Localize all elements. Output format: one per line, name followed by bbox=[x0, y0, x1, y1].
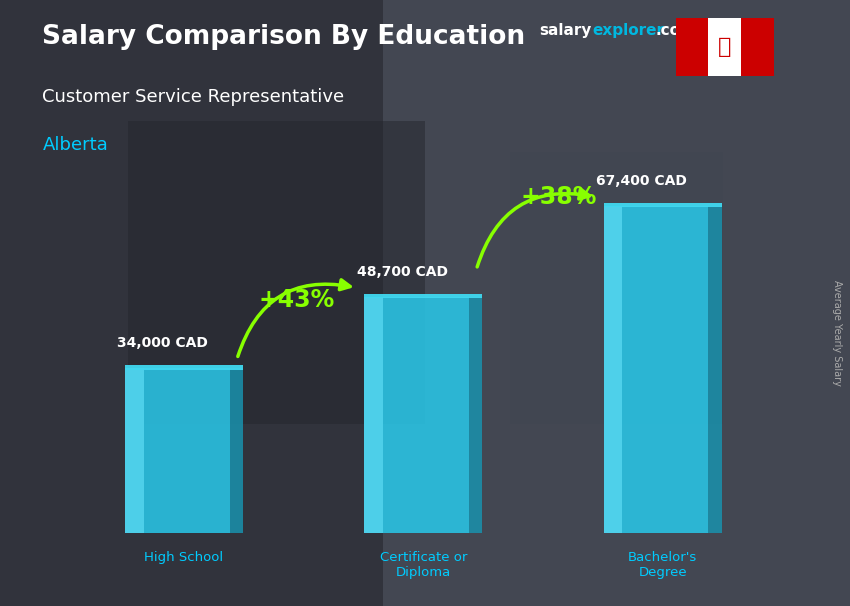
Text: +38%: +38% bbox=[520, 185, 597, 209]
Bar bbox=[125, 368, 144, 533]
Text: explorer: explorer bbox=[592, 23, 665, 38]
Bar bbox=[708, 206, 722, 533]
FancyArrowPatch shape bbox=[238, 280, 350, 356]
Text: Certificate or
Diploma: Certificate or Diploma bbox=[380, 551, 467, 579]
Bar bbox=[364, 297, 383, 533]
FancyArrowPatch shape bbox=[477, 189, 589, 267]
Text: High School: High School bbox=[144, 551, 224, 564]
Bar bbox=[741, 18, 774, 76]
Bar bbox=[230, 368, 243, 533]
Bar bbox=[604, 206, 622, 533]
FancyBboxPatch shape bbox=[125, 368, 230, 533]
Text: Bachelor's
Degree: Bachelor's Degree bbox=[628, 551, 697, 579]
Bar bbox=[708, 18, 741, 76]
Text: 48,700 CAD: 48,700 CAD bbox=[357, 265, 448, 279]
Text: Average Yearly Salary: Average Yearly Salary bbox=[832, 281, 842, 386]
Text: Alberta: Alberta bbox=[42, 136, 108, 155]
FancyBboxPatch shape bbox=[604, 206, 708, 533]
FancyBboxPatch shape bbox=[364, 297, 469, 533]
Bar bbox=[604, 204, 722, 207]
Bar bbox=[364, 294, 482, 298]
Text: Salary Comparison By Education: Salary Comparison By Education bbox=[42, 24, 525, 50]
Bar bbox=[469, 297, 482, 533]
Text: 34,000 CAD: 34,000 CAD bbox=[117, 336, 208, 350]
Text: 🍁: 🍁 bbox=[718, 37, 731, 57]
Text: Customer Service Representative: Customer Service Representative bbox=[42, 88, 344, 106]
Text: .com: .com bbox=[655, 23, 696, 38]
Text: 67,400 CAD: 67,400 CAD bbox=[596, 174, 687, 188]
Text: salary: salary bbox=[540, 23, 592, 38]
Bar bbox=[125, 365, 243, 370]
Text: +43%: +43% bbox=[258, 288, 335, 312]
Bar bbox=[676, 18, 708, 76]
